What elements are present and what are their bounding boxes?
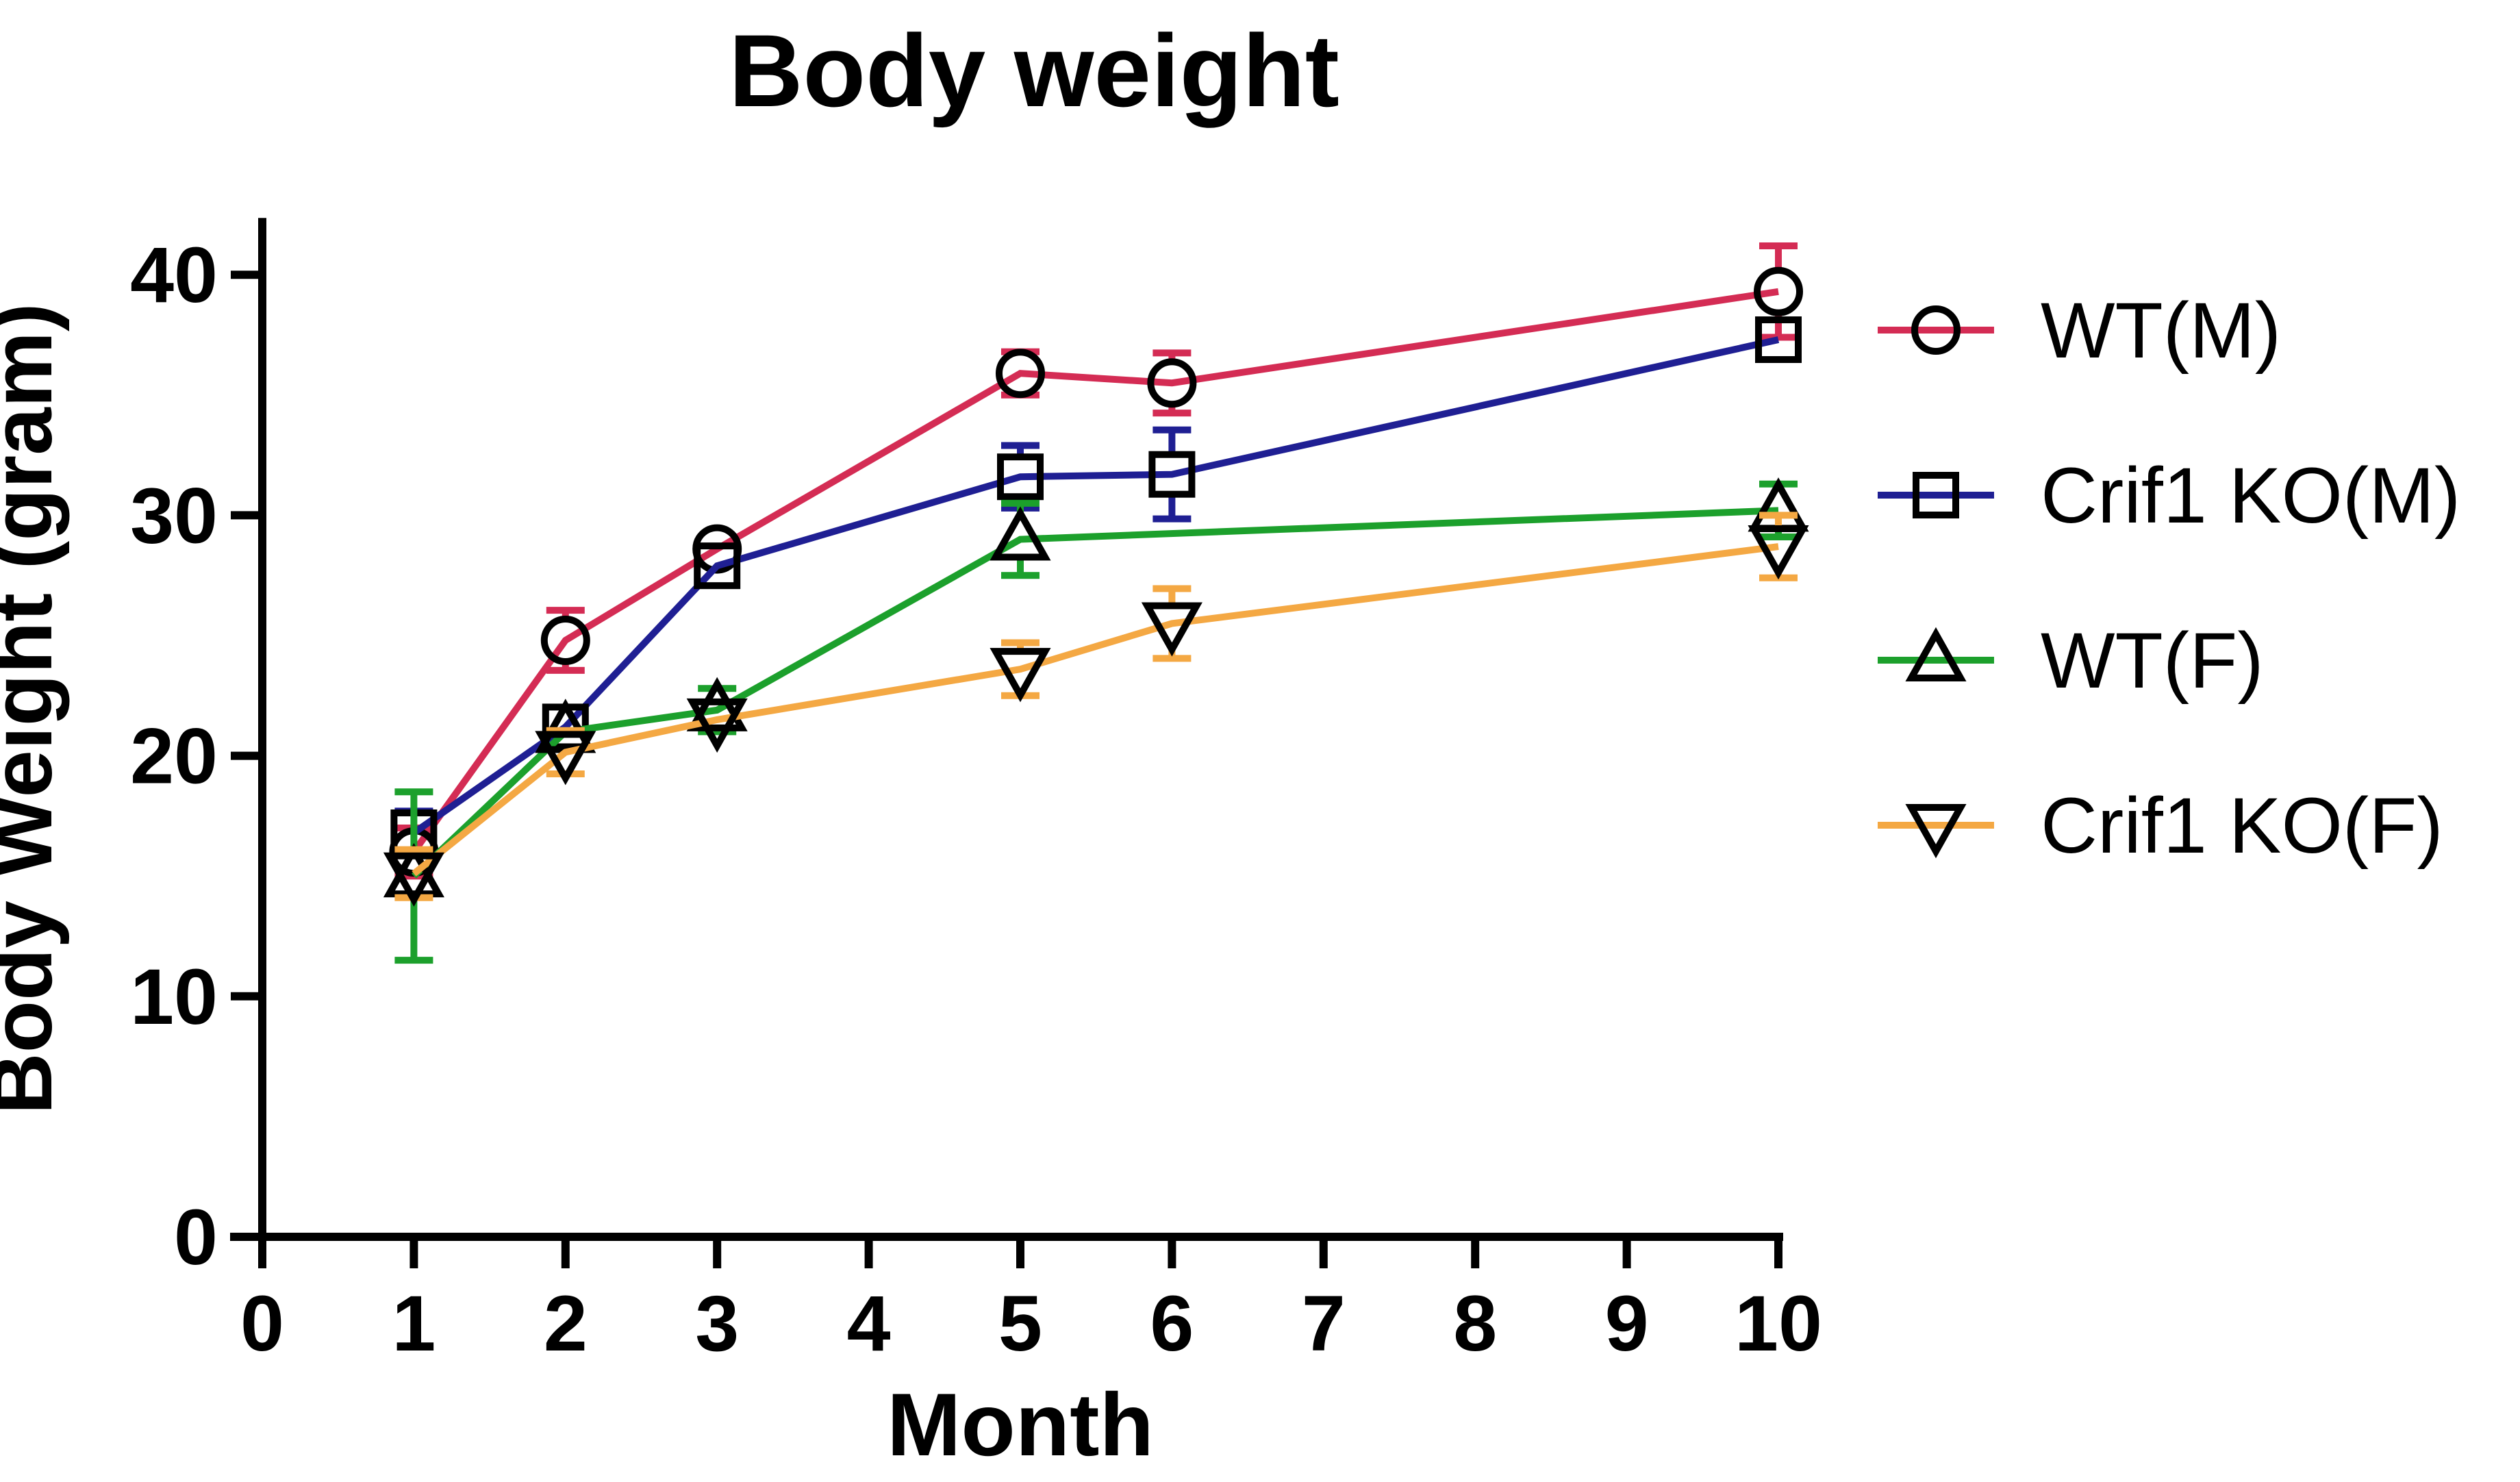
legend-marker-icon [1911, 305, 1961, 355]
x-tick-label: 2 [544, 1280, 588, 1368]
legend-item: WT(M) [1878, 287, 2281, 375]
data-marker [990, 506, 1051, 561]
legend-label: Crif1 KO(F) [2041, 782, 2443, 870]
x-tick-label: 5 [998, 1280, 1042, 1368]
x-tick-label: 7 [1302, 1280, 1346, 1368]
y-tick-label: 40 [130, 231, 218, 319]
series-line [412, 543, 1779, 877]
data-marker [540, 616, 590, 666]
axes: 0 10 20 30 40 0 1 2 3 4 5 6 7 8 9 10 [130, 218, 1822, 1368]
legend-marker-icon [1905, 627, 1967, 681]
data-marker [1147, 358, 1197, 408]
x-tick-label: 8 [1453, 1280, 1497, 1368]
series-line [411, 288, 1779, 854]
legend-label: WT(M) [2041, 287, 2281, 375]
y-axis-label: Body Weight (gram) [0, 303, 70, 1114]
data-marker [694, 542, 741, 590]
series-line [411, 507, 1779, 879]
legend-marker-icon [1913, 472, 1959, 518]
legend-item: Crif1 KO(F) [1878, 782, 2443, 870]
data-marker [1748, 525, 1809, 580]
data-marker [1755, 316, 1802, 364]
y-tick-label: 20 [130, 713, 218, 801]
series-wt-m- [389, 242, 1803, 880]
x-tick-label: 4 [847, 1280, 891, 1368]
data-marker [686, 677, 748, 731]
data-marker [1754, 266, 1803, 316]
data-marker [1148, 451, 1196, 498]
data-marker [535, 731, 596, 786]
chart-title: Body weight [729, 13, 1339, 128]
data-marker [997, 453, 1044, 501]
x-tick-label: 10 [1735, 1280, 1822, 1368]
legend-item: Crif1 KO(M) [1878, 452, 2460, 540]
legend-item: WT(F) [1878, 617, 2264, 705]
series-wt-f- [383, 477, 1809, 964]
y-tick-label: 30 [130, 472, 218, 560]
legend-label: WT(F) [2041, 617, 2264, 705]
y-tick-label: 10 [130, 953, 218, 1041]
legend-marker-icon [1905, 804, 1967, 859]
data-marker [990, 648, 1051, 703]
x-tick-label: 1 [392, 1280, 436, 1368]
data-marker [686, 698, 748, 753]
data-marker [996, 349, 1045, 399]
series-layer [383, 242, 1809, 964]
legend: WT(M) Crif1 KO(M) WT(F) Crif1 KO(F) [1878, 287, 2460, 870]
series-crif1-ko-m- [390, 316, 1802, 858]
x-axis-label: Month [887, 1374, 1154, 1474]
series-crif1-ko-f- [383, 512, 1809, 907]
series-line [412, 336, 1780, 836]
y-tick-label: 0 [174, 1194, 218, 1281]
x-tick-label: 3 [695, 1280, 739, 1368]
x-tick-label: 0 [240, 1280, 284, 1368]
x-tick-label: 6 [1150, 1280, 1194, 1368]
legend-label: Crif1 KO(M) [2041, 452, 2460, 540]
x-tick-label: 9 [1605, 1280, 1649, 1368]
data-marker [1141, 602, 1202, 657]
data-marker [383, 852, 444, 907]
